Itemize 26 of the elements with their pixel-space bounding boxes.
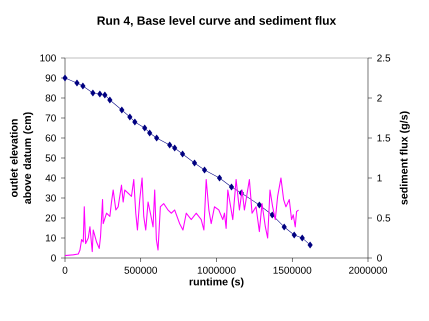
y-tick-label: 50	[46, 154, 56, 162]
y-tick-label: 100	[40, 54, 56, 62]
y2-tick-label: 1.5	[377, 134, 390, 142]
y-tick-label: 60	[46, 134, 56, 142]
x-tick-label: 0	[62, 266, 68, 274]
x-tick-label: 1500000	[274, 266, 312, 274]
y2-tick-label: 0	[377, 254, 382, 262]
x-tick-label: 2000000	[349, 266, 388, 274]
y-tick-label: 90	[46, 74, 56, 82]
y-tick-label: 20	[46, 214, 56, 222]
y-axis-title: outlet elevation above datum (cm)	[10, 112, 34, 204]
y-tick-label: 30	[46, 194, 56, 202]
y2-tick-label: 0.5	[377, 214, 390, 222]
x-tick-label: 1000000	[198, 266, 236, 274]
y2-tick-label: 1	[377, 174, 382, 182]
chart-title: Run 4, Base level curve and sediment flux	[98, 16, 336, 27]
y-tick-label: 80	[46, 94, 56, 102]
y2-tick-label: 2.5	[377, 54, 390, 62]
y-tick-label: 70	[46, 114, 56, 122]
y-tick-label: 0	[51, 254, 56, 262]
y-tick-label: 40	[45, 174, 56, 182]
y-tick-label: 10	[46, 234, 56, 242]
x-axis-title: runtime (s)	[190, 278, 244, 288]
x-tick-label: 500000	[124, 266, 158, 274]
y2-axis-title: sediment flux (g/s)	[400, 111, 410, 205]
y2-tick-label: 2	[377, 94, 382, 102]
